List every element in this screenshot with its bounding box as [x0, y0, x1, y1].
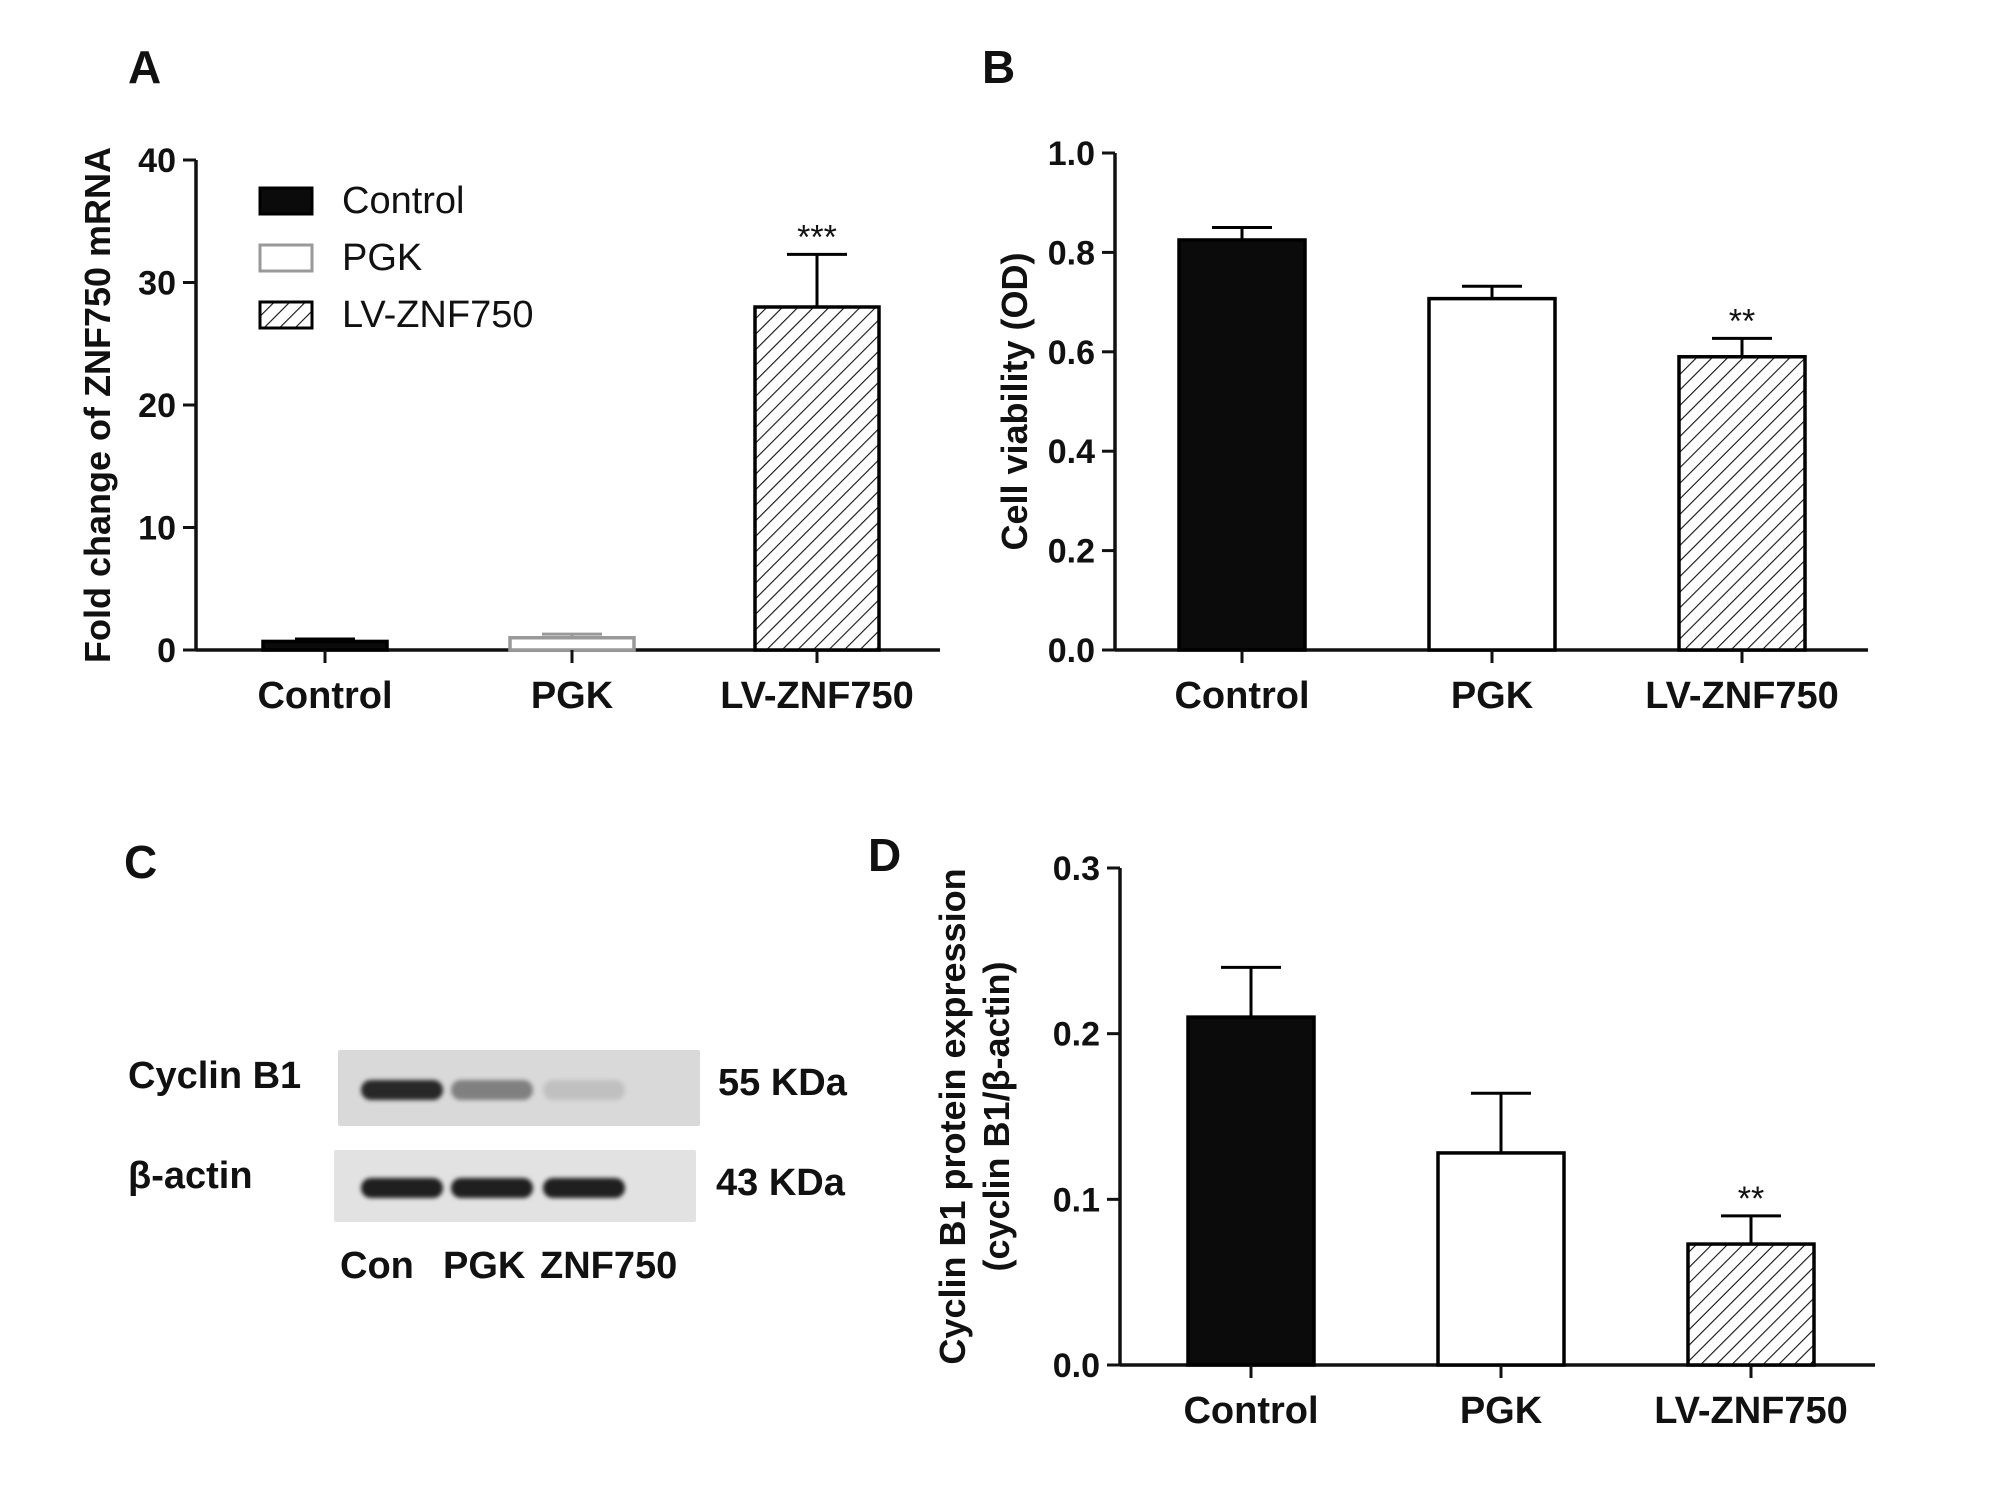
blot-band-beta-actin-con: [361, 1178, 443, 1198]
panel-c-letter: C: [124, 836, 158, 888]
panel-d-bar-lv-znf750: [1686, 1242, 1816, 1367]
blot-row-label-beta-actin: β-actin: [128, 1155, 253, 1197]
blot-size-cyclin-b1: 55 KDa: [718, 1062, 847, 1104]
panel-d-category-label-pgk: PGK: [1460, 1390, 1543, 1432]
panel-b-letter: B: [982, 41, 1016, 93]
panel-a-category-label-lv-znf750: LV-ZNF750: [720, 675, 914, 717]
panel-d-chart: 0.0 0.1 0.2 0.3 Control PGK LV-ZNF750 ** Cyclin …: [932, 850, 1875, 1432]
panel-b-bar-lv-znf750: [1677, 355, 1807, 652]
blot-band-beta-actin-pgk: [451, 1178, 533, 1198]
panel-b-y-tick-label: 0.6: [1048, 334, 1095, 372]
panel-d-y-axis-label-line-1: Cyclin B1 protein expression: [932, 868, 973, 1364]
panel-a-y-tick-label: 0: [157, 632, 176, 670]
panel-d-y-tick-label: 0.0: [1053, 1347, 1100, 1385]
panel-a-bar-pgk: [508, 636, 636, 652]
panel-d-y-tick-label: 0.2: [1053, 1016, 1100, 1054]
panel-d-significance-lv-znf750: **: [1738, 1180, 1764, 1218]
panel-a-category-label-control: Control: [257, 675, 392, 717]
panel-a-y-tick-label: 40: [138, 142, 176, 180]
blot-lane-label-pgk: PGK: [443, 1245, 526, 1287]
panel-a-legend-swatch-pgk: [258, 243, 314, 273]
panel-a-bar-lv-znf750: [753, 305, 881, 652]
blot-band-cyclin-b1-pgk: [451, 1080, 533, 1100]
panel-b-y-axis-label: Cell viability (OD): [994, 252, 1035, 550]
blot-band-beta-actin-znf750: [543, 1178, 625, 1198]
panel-b-chart: 0.0 0.2 0.4 0.6 0.8 1.0 Control PGK LV-ZNF750 ** C…: [994, 135, 1868, 717]
blot-band-cyclin-b1-znf750: [543, 1080, 625, 1100]
panel-b-significance-lv-znf750: **: [1729, 302, 1755, 340]
panel-a-legend: Control PGK LV-ZNF750: [258, 180, 533, 336]
panel-a-y-tick-label: 30: [138, 265, 176, 303]
blot-lane-label-con: Con: [340, 1245, 414, 1287]
panel-a-category-label-pgk: PGK: [531, 675, 614, 717]
panel-a-y-axis-label: Fold change of ZNF750 mRNA: [77, 147, 118, 663]
panel-d-y-axis-label-line-2: (cyclin B1/β-actin): [976, 961, 1017, 1271]
panel-a-legend-label-pgk: PGK: [342, 237, 422, 279]
panel-b-y-tick-label: 0.8: [1048, 234, 1095, 272]
panel-a-legend-swatch-control: [258, 186, 314, 216]
panel-d-y-tick-label: 0.1: [1053, 1181, 1100, 1219]
panel-a-letter: A: [128, 41, 162, 93]
panel-d-letter: D: [868, 829, 902, 881]
blot-row-label-cyclin-b1: Cyclin B1: [128, 1055, 302, 1097]
panel-b-y-tick-label: 0.2: [1048, 533, 1095, 571]
panel-b-category-label-lv-znf750: LV-ZNF750: [1645, 675, 1839, 717]
panel-a-significance-lv-znf750: ***: [797, 218, 837, 256]
panel-b-y-tick-label: 0.0: [1048, 632, 1095, 670]
panel-d-bar-pgk: [1436, 1151, 1566, 1367]
panel-b-bar-control: [1177, 238, 1307, 652]
panel-a-chart: 0 10 20 30 40 Control PGK LV-ZNF750 *** Fold chan…: [77, 142, 940, 717]
panel-b-bar-pgk: [1427, 296, 1557, 652]
panel-a-y-tick-label: 10: [138, 510, 176, 548]
panel-d-category-label-lv-znf750: LV-ZNF750: [1654, 1390, 1848, 1432]
panel-b-category-label-pgk: PGK: [1451, 675, 1534, 717]
panel-d-y-tick-label: 0.3: [1053, 850, 1100, 888]
panel-a-y-tick-label: 20: [138, 387, 176, 425]
blot-band-cyclin-b1-con: [361, 1080, 443, 1100]
panel-d-category-label-control: Control: [1183, 1390, 1318, 1432]
panel-a-bar-control: [261, 639, 389, 652]
panel-a-legend-swatch-lv-znf750: [258, 300, 314, 330]
panel-b-y-tick-label: 0.4: [1048, 433, 1095, 471]
panel-b-y-tick-label: 1.0: [1048, 135, 1095, 173]
blot-size-beta-actin: 43 KDa: [716, 1162, 845, 1204]
panel-a-legend-label-control: Control: [342, 180, 465, 222]
panel-d-bar-control: [1186, 1015, 1316, 1367]
panel-b-category-label-control: Control: [1174, 675, 1309, 717]
blot-lane-label-znf750: ZNF750: [540, 1245, 678, 1287]
panel-a-legend-label-lv-znf750: LV-ZNF750: [342, 294, 533, 336]
